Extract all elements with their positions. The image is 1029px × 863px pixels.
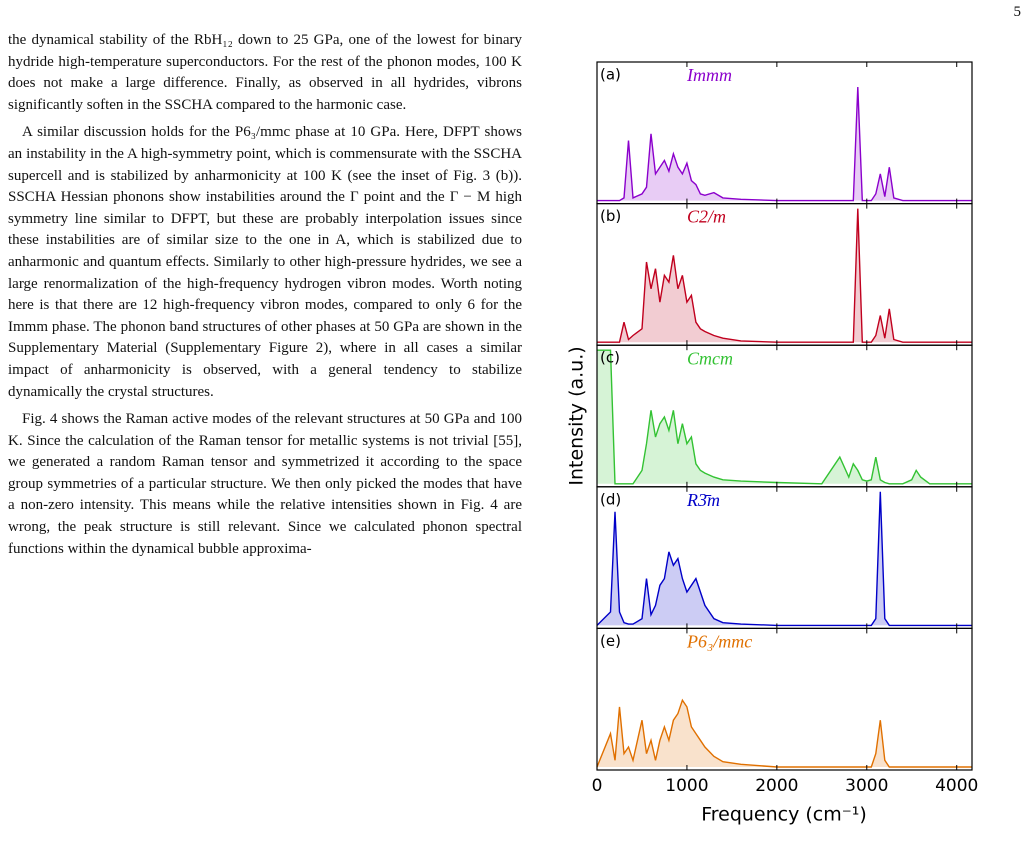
spectrum-line	[597, 349, 972, 485]
x-tick-label: 4000	[935, 776, 978, 796]
spectrum-line	[596, 491, 972, 627]
panel-label: (e)	[600, 632, 621, 650]
panel-label: (a)	[600, 66, 621, 84]
spectrum-area	[597, 491, 972, 626]
paragraph: the dynamical stability of the RbH₁₂ dow…	[8, 32, 522, 113]
panel-label: (c)	[600, 349, 620, 367]
paragraph: Fig. 4 shows the Raman active modes of t…	[8, 411, 522, 557]
spectrum-line	[596, 698, 972, 768]
y-axis-label: Intensity (a.u.)	[566, 346, 588, 485]
text-column: the dynamical stability of the RbH₁₂ dow…	[8, 30, 522, 566]
page-number: 5	[1013, 4, 1022, 20]
panel-title: P6₃/mmc	[686, 632, 752, 652]
spectrum-line	[597, 208, 972, 343]
spectrum-area	[597, 208, 972, 343]
x-axis-label: Frequency (cm⁻¹)	[701, 804, 867, 826]
spectrum-area	[597, 350, 972, 484]
panel-title: Cmcm	[687, 348, 733, 368]
panel-frame	[596, 486, 973, 629]
figure: Intensity (a.u.) Frequency (cm⁻¹) (a) Imm…	[566, 61, 978, 826]
spectrum-area	[597, 87, 972, 201]
panel-title: C2/m	[687, 207, 726, 227]
x-tick-label: 0	[592, 776, 603, 796]
panel-title: Immm	[686, 65, 732, 85]
paragraph: A similar discussion holds for the P6₃/m…	[8, 124, 522, 400]
x-tick-label: 2000	[755, 776, 798, 796]
spectrum-area	[597, 700, 972, 767]
panel-label: (d)	[600, 490, 621, 508]
panel-title: R3̄m	[686, 490, 720, 510]
spectrum-line	[597, 86, 972, 202]
x-tick-label: 3000	[845, 776, 888, 796]
panel-frame	[596, 627, 973, 771]
panel-label: (b)	[600, 207, 621, 225]
x-tick-label: 1000	[665, 776, 708, 796]
